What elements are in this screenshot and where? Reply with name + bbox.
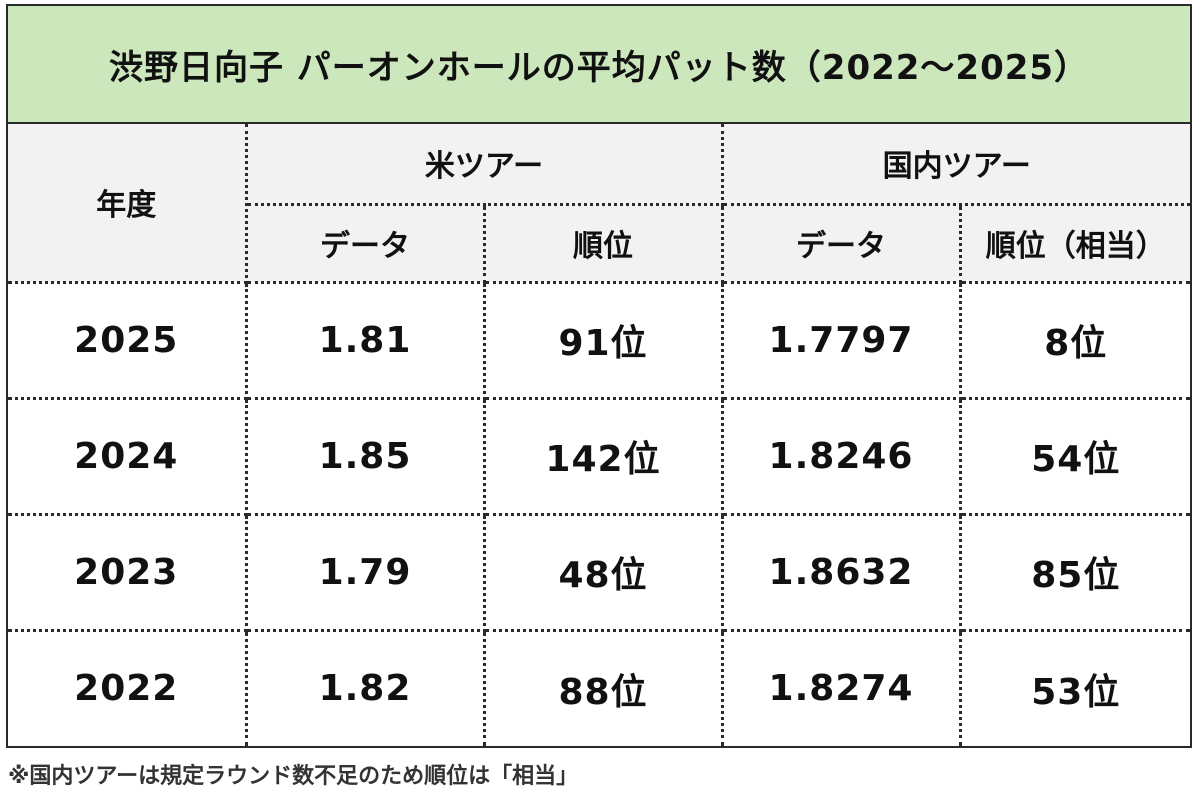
- footnote: ※国内ツアーは規定ラウンド数不足のため順位は「相当」: [8, 764, 579, 789]
- table-row: 2024 1.85 142位 1.8246 54位: [8, 398, 1190, 516]
- jp-rank-cell: 8位: [960, 282, 1190, 400]
- stats-table: 年度 米ツアー 国内ツアー データ 順位 データ 順位（相当） 2025 1.8…: [8, 124, 1190, 746]
- stats-table-frame: 渋野日向子 パーオンホールの平均パット数（2022～2025） 年度 米ツアー …: [6, 4, 1192, 748]
- us-data-header: データ: [246, 204, 486, 284]
- jp-data-cell: 1.7797: [722, 282, 962, 400]
- jp-data-cell: 1.8632: [722, 514, 962, 632]
- year-header: 年度: [8, 124, 248, 284]
- header-row-sub: データ 順位 データ 順位（相当）: [8, 204, 1190, 284]
- table-row: 2023 1.79 48位 1.8632 85位: [8, 514, 1190, 632]
- jp-rank-cell: 54位: [960, 398, 1190, 516]
- table-row: 2025 1.81 91位 1.7797 8位: [8, 282, 1190, 400]
- table-title: 渋野日向子 パーオンホールの平均パット数（2022～2025）: [8, 6, 1190, 124]
- year-cell: 2025: [8, 282, 248, 400]
- jp-tour-header: 国内ツアー: [722, 124, 1190, 206]
- us-rank-cell: 91位: [484, 282, 724, 400]
- jp-data-cell: 1.8246: [722, 398, 962, 516]
- table-row: 2022 1.82 88位 1.8274 53位: [8, 630, 1190, 746]
- us-tour-header: 米ツアー: [246, 124, 724, 206]
- us-rank-cell: 142位: [484, 398, 724, 516]
- us-data-cell: 1.81: [246, 282, 486, 400]
- us-rank-header: 順位: [484, 204, 724, 284]
- header-row-top: 年度 米ツアー 国内ツアー: [8, 124, 1190, 284]
- jp-rank-header: 順位（相当）: [960, 204, 1190, 284]
- year-cell: 2023: [8, 514, 248, 632]
- jp-data-cell: 1.8274: [722, 630, 962, 746]
- us-rank-cell: 48位: [484, 514, 724, 632]
- jp-rank-cell: 85位: [960, 514, 1190, 632]
- jp-rank-cell: 53位: [1031, 671, 1121, 713]
- us-rank-cell: 88位: [484, 630, 724, 746]
- year-cell: 2024: [8, 398, 248, 516]
- jp-data-header: データ: [722, 204, 962, 284]
- us-data-cell: 1.82: [246, 630, 486, 746]
- us-data-cell: 1.79: [246, 514, 486, 632]
- us-data-cell: 1.85: [246, 398, 486, 516]
- year-cell: 2022: [8, 630, 248, 746]
